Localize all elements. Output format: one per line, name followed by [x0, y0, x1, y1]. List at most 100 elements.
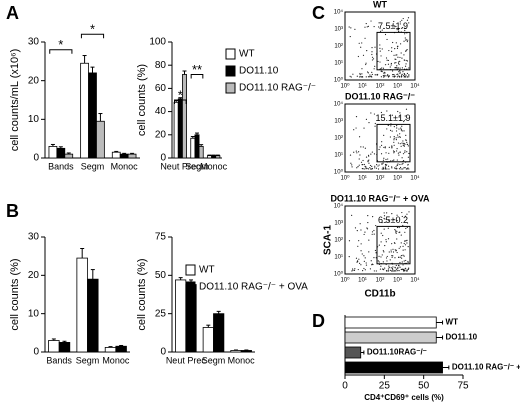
event-dot	[361, 168, 363, 170]
event-dot	[387, 220, 390, 222]
y-tick-label: 0	[160, 347, 166, 358]
event-dot	[405, 270, 407, 272]
x-tick-label: 10⁰	[340, 175, 350, 182]
x-tick-label: 0	[342, 381, 348, 392]
event-dot	[397, 136, 399, 138]
event-dot	[399, 143, 401, 145]
event-dot	[400, 255, 403, 257]
event-dot	[406, 222, 409, 224]
event-dot	[406, 76, 408, 78]
y-tick-label: 25	[155, 308, 167, 319]
event-dot	[380, 70, 382, 72]
event-dot	[383, 71, 385, 73]
bar	[48, 340, 60, 353]
event-dot	[355, 257, 358, 259]
event-dot	[392, 248, 394, 250]
event-dot	[403, 120, 405, 123]
event-dot	[396, 76, 398, 78]
event-dot	[366, 26, 368, 28]
event-dot	[394, 266, 396, 268]
gate	[376, 31, 411, 71]
event-dot	[377, 260, 379, 262]
event-dot	[390, 64, 392, 66]
y-axis-label: cell counts (%)	[9, 258, 21, 330]
y-tick-label: 10²	[334, 136, 343, 142]
event-dot	[401, 130, 403, 132]
event-dot	[399, 67, 401, 69]
event-dot	[408, 211, 410, 213]
bar	[182, 74, 187, 159]
event-dot	[394, 270, 396, 272]
event-dot	[361, 73, 363, 75]
event-dot	[368, 155, 370, 157]
event-dot	[399, 246, 402, 248]
legend-label: WT	[199, 265, 215, 276]
event-dot	[388, 146, 390, 148]
event-dot	[369, 268, 372, 270]
event-dot	[402, 249, 404, 251]
event-dot	[401, 19, 403, 21]
gate	[376, 225, 411, 265]
event-dot	[392, 150, 395, 152]
event-dot	[348, 26, 350, 28]
event-dot	[373, 270, 375, 272]
event-dot	[350, 162, 352, 164]
event-dot	[399, 266, 401, 268]
event-dot	[397, 268, 399, 270]
event-dot	[354, 268, 356, 270]
x-tick-label: Bands	[48, 161, 74, 171]
event-dot	[367, 215, 369, 217]
event-dot	[408, 76, 410, 78]
event-dot	[381, 163, 383, 165]
event-dot	[402, 71, 404, 73]
event-dot	[384, 221, 386, 223]
event-dot	[375, 270, 377, 272]
event-dot	[394, 26, 396, 28]
legend-swatch	[185, 281, 196, 293]
event-dot	[375, 74, 377, 76]
event-dot	[399, 151, 401, 153]
event-dot	[371, 56, 374, 58]
event-dot	[393, 54, 395, 56]
x-tick-label: 10⁰	[340, 277, 350, 284]
event-dot	[400, 76, 402, 78]
event-dot	[390, 267, 392, 269]
event-dot	[403, 242, 405, 245]
event-dot	[404, 240, 406, 242]
event-dot	[373, 25, 375, 28]
event-dot	[362, 159, 364, 162]
bar	[96, 120, 105, 159]
event-dot	[378, 255, 380, 257]
event-dot	[374, 74, 376, 76]
bar	[173, 101, 179, 159]
event-dot	[371, 151, 373, 153]
event-dot	[381, 168, 383, 170]
event-dot	[387, 158, 389, 160]
event-dot	[395, 54, 397, 56]
event-dot	[400, 234, 402, 236]
event-dot	[382, 76, 385, 78]
event-dot	[364, 257, 366, 259]
x-tick-label: 25	[379, 381, 391, 392]
event-dot	[387, 75, 389, 78]
event-dot	[350, 27, 352, 29]
event-dot	[406, 19, 409, 21]
event-dot	[384, 33, 387, 36]
event-dot	[371, 51, 373, 53]
x-tick-label: 10²	[376, 278, 385, 284]
event-dot	[401, 157, 403, 159]
event-dot	[388, 267, 390, 269]
event-dot	[395, 137, 397, 139]
event-dot	[396, 46, 399, 48]
significance: **	[192, 62, 202, 77]
event-dot	[375, 167, 378, 169]
event-dot	[379, 30, 382, 33]
event-dot	[398, 270, 400, 272]
event-dot	[367, 76, 370, 78]
event-dot	[403, 59, 405, 61]
event-dot	[407, 163, 409, 166]
event-dot	[398, 226, 400, 229]
legend-swatch	[225, 82, 236, 94]
legend-swatch	[225, 65, 236, 77]
bar	[230, 350, 242, 353]
